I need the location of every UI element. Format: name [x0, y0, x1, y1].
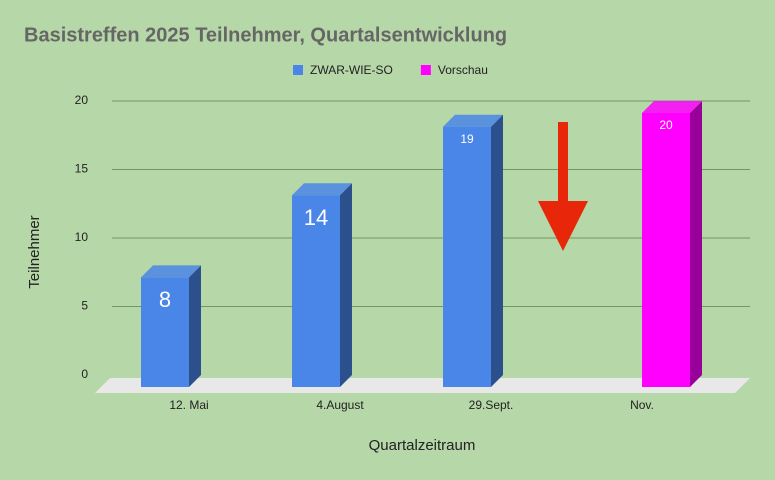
bar: [292, 183, 352, 387]
bar-side: [690, 101, 702, 387]
bar: [443, 114, 503, 387]
legend-swatch: [420, 65, 431, 75]
bar-side: [340, 183, 352, 387]
y-tick-label: 0: [81, 367, 88, 381]
x-axis-title: Quartalzeitraum: [369, 437, 476, 454]
y-tick-label: 20: [75, 93, 89, 107]
bar-front: [141, 277, 189, 387]
legend-label: Vorschau: [438, 63, 488, 77]
legend-label: ZWAR-WIE-SO: [310, 63, 393, 77]
bar-top: [642, 101, 702, 113]
x-tick-label: 12. Mai: [169, 398, 208, 412]
x-tick-label: 29.Sept.: [469, 398, 514, 412]
y-tick-label: 10: [75, 230, 89, 244]
x-tick-label: Nov.: [630, 398, 654, 412]
data-label: 8: [159, 287, 171, 312]
floor: [95, 378, 750, 393]
chart-title: Basistreffen 2025 Teilnehmer, Quartalsen…: [24, 24, 507, 46]
data-label: 20: [659, 118, 673, 132]
y-axis-title: Teilnehmer: [26, 215, 43, 288]
legend-swatch: [293, 65, 303, 75]
bar-top: [141, 265, 201, 278]
bar-side: [189, 265, 201, 387]
arrow: [538, 122, 588, 251]
bar: [642, 101, 702, 387]
bars: [141, 101, 702, 387]
bar: [141, 265, 201, 387]
x-tick-label: 4.August: [316, 398, 364, 412]
y-tick-label: 15: [75, 162, 89, 176]
data-label: 14: [304, 205, 328, 230]
bar-front: [443, 126, 491, 387]
bar-top: [292, 183, 352, 196]
bar-front: [292, 195, 340, 387]
y-tick-label: 5: [81, 299, 88, 313]
bar-front: [642, 113, 690, 387]
bar-side: [491, 114, 503, 387]
bar-top: [443, 114, 503, 127]
data-label: 19: [460, 132, 474, 146]
